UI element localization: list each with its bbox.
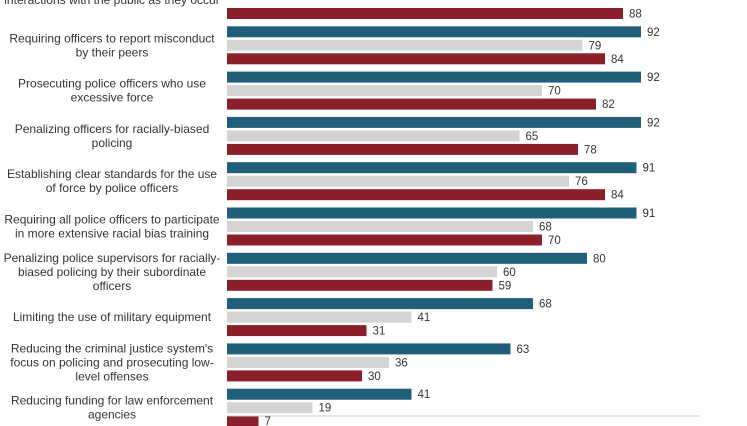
value-label-7-series-0: 68: [539, 299, 552, 311]
category-label-line: level offenses: [75, 369, 148, 383]
category-label-line: Establishing clear standards for the use: [7, 167, 217, 181]
value-label-4-series-2: 84: [611, 190, 624, 202]
value-label-6-series-1: 60: [503, 267, 516, 279]
category-label-7: Limiting the use of military equipment: [13, 310, 212, 324]
category-label-6: Penalizing police supervisors for racial…: [4, 251, 221, 293]
value-label-4-series-0: 91: [643, 163, 656, 175]
bar-6-series-1: [227, 266, 497, 278]
bar-1-series-0: [227, 26, 641, 38]
bar-9-series-2: [227, 415, 259, 426]
value-label-1-series-0: 92: [647, 27, 660, 39]
category-label-3: Penalizing officers for racially-biased p…: [15, 122, 210, 150]
bar-1-series-1: [227, 39, 583, 51]
bar-1-series-2: [227, 53, 605, 65]
bar-3-series-2: [227, 143, 578, 155]
category-label-line: Prosecuting police officers who use: [18, 77, 206, 91]
value-label-8-series-0: 63: [517, 344, 530, 356]
value-label-0-series-2: 88: [629, 9, 642, 21]
value-label-7-series-1: 41: [418, 312, 431, 324]
value-label-3-series-0: 92: [647, 117, 660, 129]
category-label-line: agencies: [88, 408, 136, 422]
category-label-line: focus on policing and prosecuting low-: [10, 355, 213, 369]
bar-8-series-2: [227, 370, 362, 382]
value-label-8-series-1: 36: [395, 357, 408, 369]
category-label-line: Penalizing police supervisors for racial…: [4, 251, 221, 265]
category-label-line: biased policing by their subordinate: [18, 265, 206, 279]
bar-2-series-1: [227, 85, 542, 97]
category-label-line: officers: [93, 279, 131, 293]
category-label-8: Reducing the criminal justice system's fo…: [10, 341, 213, 383]
category-label-line: Reducing funding for law enforcement: [11, 394, 214, 408]
bar-8-series-1: [227, 356, 389, 368]
bar-5-series-1: [227, 221, 533, 232]
category-label-1: Requiring officers to report misconduct b…: [9, 31, 215, 59]
value-label-2-series-2: 82: [602, 99, 615, 111]
bar-7-series-2: [227, 325, 367, 337]
bar-4-series-1: [227, 175, 569, 187]
category-label-5: Requiring all police officers to partici…: [4, 213, 220, 241]
value-label-6-series-0: 80: [593, 253, 606, 265]
value-label-4-series-1: 76: [575, 176, 588, 188]
category-label-line: excessive force: [71, 91, 154, 105]
value-label-5-series-1: 68: [539, 222, 552, 234]
category-label-line: of force by police officers: [46, 181, 179, 195]
category-label-line: interactions with the public as they occ…: [4, 0, 219, 7]
value-label-9-series-1: 19: [319, 403, 332, 415]
category-label-line: Limiting the use of military equipment: [13, 310, 212, 324]
value-labels: 8892798492708292657891768491687080605968…: [265, 9, 660, 426]
category-label-line: in more extensive racial bias training: [15, 227, 209, 241]
bar-9-series-0: [227, 388, 412, 400]
bar-5-series-2: [227, 234, 542, 246]
value-label-3-series-1: 65: [526, 131, 539, 143]
value-label-9-series-0: 41: [418, 389, 431, 401]
value-label-6-series-2: 59: [499, 280, 512, 292]
category-label-line: Reducing the criminal justice system's: [11, 341, 213, 355]
value-label-9-series-2: 7: [265, 416, 271, 426]
value-label-3-series-2: 78: [584, 144, 597, 156]
bar-9-series-1: [227, 402, 313, 414]
bar-6-series-2: [227, 279, 493, 291]
value-label-8-series-2: 30: [368, 371, 381, 383]
bar-6-series-0: [227, 252, 587, 264]
category-label-line: Penalizing officers for racially-biased: [15, 122, 210, 136]
value-label-7-series-2: 31: [373, 326, 386, 338]
bar-2-series-2: [227, 98, 596, 110]
value-label-5-series-0: 91: [643, 208, 656, 220]
value-label-2-series-0: 92: [647, 72, 660, 84]
bar-4-series-0: [227, 162, 637, 174]
bar-4-series-2: [227, 189, 605, 201]
value-label-1-series-1: 79: [589, 40, 602, 52]
category-label-line: Requiring all police officers to partici…: [4, 213, 220, 227]
category-label-9: Reducing funding for law enforcement agen…: [11, 394, 214, 422]
bar-7-series-0: [227, 298, 533, 310]
category-label-line: policing: [92, 136, 133, 150]
value-label-1-series-2: 84: [611, 54, 624, 66]
category-label-line: by their peers: [76, 45, 149, 59]
bar-5-series-0: [227, 207, 637, 219]
bar-8-series-0: [227, 343, 511, 355]
category-label-0: interactions with the public as they occ…: [4, 0, 219, 7]
bars-layer: [227, 8, 641, 426]
bar-2-series-0: [227, 71, 641, 83]
bar-7-series-1: [227, 311, 412, 323]
value-label-5-series-2: 70: [548, 235, 561, 247]
bar-0-series-2: [227, 8, 623, 19]
bar-3-series-0: [227, 116, 641, 128]
bar-3-series-1: [227, 130, 520, 142]
value-label-2-series-1: 70: [548, 86, 561, 98]
category-label-2: Prosecuting police officers who use exces…: [18, 77, 206, 105]
category-label-line: Requiring officers to report misconduct: [9, 31, 215, 45]
category-labels: interactions with the public as they occ…: [4, 0, 221, 422]
category-label-4: Establishing clear standards for the use…: [7, 167, 217, 195]
